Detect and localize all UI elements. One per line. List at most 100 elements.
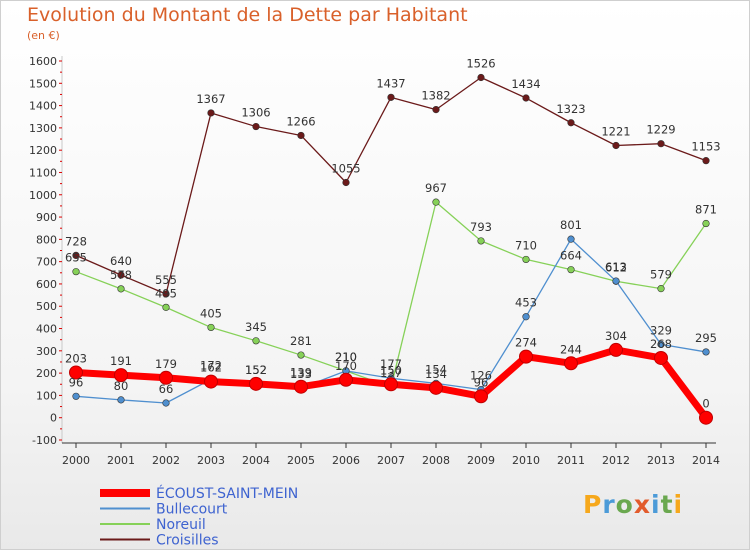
x-tick-label: 2006 [332,454,360,467]
data-point [567,119,575,127]
data-label: 453 [515,296,537,310]
data-point [252,122,260,131]
data-point [69,365,83,380]
data-point [117,285,125,293]
data-point [654,350,668,365]
data-label: 1306 [241,106,270,120]
y-tick-label: 1200 [29,144,57,157]
data-point [204,374,218,389]
data-label: 1526 [466,56,495,70]
data-point [342,178,350,187]
data-label: 96 [69,375,84,389]
data-point [522,313,530,321]
data-label: 710 [515,238,537,252]
chart-axes: -100010020030040050060070080090010001100… [29,55,720,467]
chart-subtitle: (en €) [27,29,60,42]
y-tick-label: 1400 [29,100,57,113]
chart-title: Evolution du Montant de la Dette par Hab… [27,4,468,26]
y-tick-label: 0 [50,412,57,425]
data-point [702,219,710,228]
data-label: 1382 [421,89,450,103]
data-label: 203 [65,351,87,365]
y-tick-label: 100 [36,389,57,402]
data-label: 329 [650,323,672,337]
data-point [72,392,80,400]
x-tick-label: 2004 [242,454,270,467]
data-point [657,340,665,348]
x-tick-label: 2000 [62,454,90,467]
data-label: 96 [474,375,489,389]
data-point [117,271,125,279]
y-tick-label: 700 [36,256,57,269]
y-tick-label: 1100 [29,166,57,179]
data-label: 793 [470,220,492,234]
y-tick-label: 1300 [29,122,57,135]
data-point [699,410,713,425]
data-point [567,266,575,274]
legend-label: Croisilles [156,533,219,549]
data-label: 728 [65,234,87,248]
y-tick-label: 500 [36,300,57,313]
logo-letter: t [660,490,674,519]
data-label: 274 [515,336,537,350]
data-label: 1323 [556,102,585,116]
data-label: 179 [155,357,177,371]
data-label: 613 [605,260,627,274]
data-point [339,372,353,387]
data-label: 139 [290,366,312,380]
x-tick-label: 2009 [467,454,495,467]
data-label: 1221 [601,124,630,138]
data-point [294,379,308,394]
data-label: 244 [560,342,582,356]
data-label: 304 [605,329,627,343]
y-tick-label: 1600 [29,55,57,68]
data-label: 405 [200,306,222,320]
data-point [429,380,443,395]
data-label: 0 [702,397,709,411]
logo-letter: i [651,490,661,519]
data-label: 612 [605,260,627,274]
data-point [297,351,305,359]
data-label: 1367 [196,92,225,106]
data-label: 1055 [331,162,360,176]
data-point [522,94,530,102]
data-point [612,141,620,150]
data-point [657,140,665,148]
data-label: 126 [470,369,492,383]
data-label: 871 [695,203,717,217]
legend-label: ÉCOUST-SAINT-MEIN [156,485,298,502]
data-label: 177 [380,357,402,371]
data-point [657,285,665,293]
data-point [72,268,80,276]
data-point [117,396,125,404]
data-point [522,255,530,264]
data-label: 555 [155,273,177,287]
data-point [474,389,488,404]
y-tick-label: -100 [32,434,57,447]
data-label: 295 [695,331,717,345]
y-tick-label: 800 [36,233,57,246]
data-label: 154 [425,362,447,376]
y-tick-label: 600 [36,278,57,291]
series-lines [69,73,713,425]
data-point [297,131,305,140]
logo-letter: i [673,490,684,519]
x-tick-label: 2014 [692,454,720,467]
data-label: 579 [650,268,672,282]
data-point [162,290,170,298]
data-point [159,370,173,385]
data-label: 1434 [511,77,540,91]
data-label: 1437 [376,76,405,90]
data-label: 578 [110,268,132,282]
data-label: 152 [245,363,267,377]
data-point [162,399,170,407]
data-label: 801 [560,218,582,232]
data-point [609,342,623,357]
data-point [249,376,263,391]
data-point [114,368,128,383]
data-label: 210 [335,350,357,364]
data-label: 1229 [646,123,675,137]
x-tick-label: 2013 [647,454,675,467]
